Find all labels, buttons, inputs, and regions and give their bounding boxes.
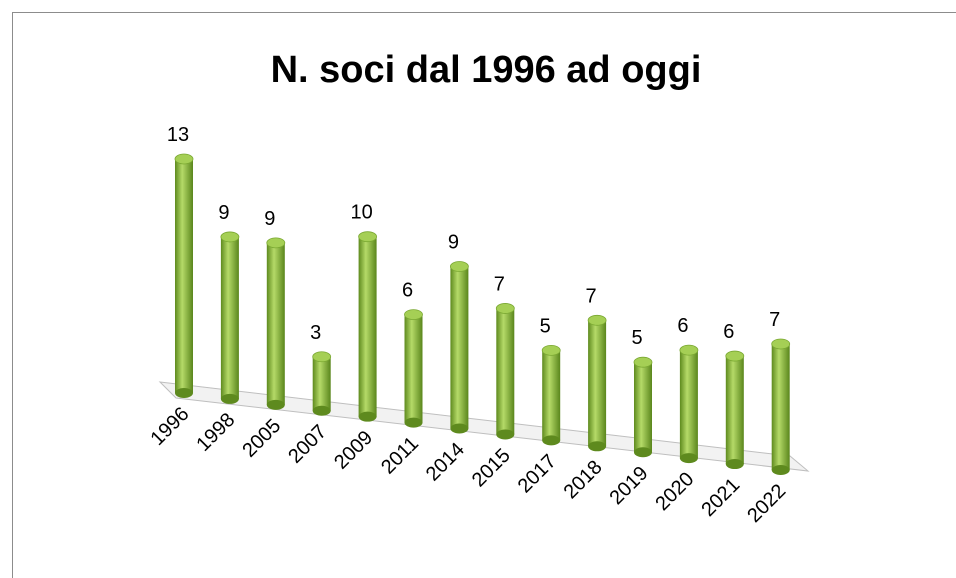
chart-title: N. soci dal 1996 ad oggi: [271, 49, 702, 91]
value-label: 5: [631, 327, 642, 349]
cylinder-top: [174, 153, 194, 165]
cylinder-top: [449, 261, 469, 272]
bar: [358, 231, 378, 422]
cylinder-body: [725, 356, 744, 465]
bar: [404, 309, 423, 428]
cylinder-top: [725, 350, 745, 362]
cylinder-top: [358, 231, 378, 243]
value-label: 6: [723, 321, 734, 343]
value-label: 9: [218, 202, 229, 224]
bar: [587, 314, 607, 452]
cylinder-body: [358, 236, 377, 417]
bar: [541, 344, 561, 446]
cylinder-top: [541, 344, 561, 356]
value-label: 5: [540, 315, 551, 337]
cylinder-body: [771, 343, 790, 470]
cylinder-top: [404, 309, 423, 321]
value-label: 9: [448, 232, 459, 254]
bar: [771, 338, 791, 475]
bar: [495, 303, 515, 440]
cylinder-top: [220, 231, 240, 243]
cylinder-body: [542, 350, 561, 441]
bar: [449, 261, 469, 434]
cylinder-base: [496, 429, 515, 440]
cylinder-body: [312, 356, 331, 411]
cylinder-top: [495, 303, 515, 314]
cylinder-top: [587, 314, 607, 326]
cylinder-body: [266, 242, 285, 405]
value-label: 3: [310, 322, 321, 344]
bar: [679, 344, 699, 464]
cylinder-top: [266, 237, 286, 249]
bar: [725, 350, 745, 470]
cylinder-base: [542, 435, 561, 446]
cylinder-base: [312, 405, 331, 416]
value-label: 6: [402, 280, 413, 302]
value-label: 7: [494, 273, 505, 295]
cylinder-base: [266, 399, 285, 410]
cylinder-top: [771, 338, 791, 350]
bar: [633, 356, 653, 458]
cylinder-base: [771, 464, 790, 475]
bar: [174, 153, 194, 398]
cylinder-base: [725, 459, 744, 470]
cylinder-base: [358, 411, 377, 422]
cylinder-base: [175, 388, 193, 398]
cylinder-body: [679, 350, 698, 459]
cylinder-base: [450, 423, 469, 434]
cylinder-base: [588, 441, 607, 452]
cylinder-base: [634, 447, 652, 458]
cylinder-base: [679, 453, 698, 464]
cylinder-top: [312, 351, 332, 363]
cylinder-top: [679, 344, 699, 356]
value-label: 6: [677, 315, 688, 337]
cylinder-body: [404, 314, 423, 423]
value-label: 10: [350, 202, 372, 224]
value-label: 13: [167, 124, 189, 146]
value-label: 7: [586, 285, 597, 307]
chart-frame: [12, 12, 956, 578]
cylinder-base: [404, 417, 423, 428]
bar: [266, 237, 286, 410]
bar: [220, 231, 240, 404]
cylinder-body: [496, 308, 515, 435]
cylinder-body: [220, 236, 239, 399]
value-label: 7: [769, 309, 780, 331]
cylinder-top: [633, 356, 653, 368]
cylinder-body: [450, 266, 469, 429]
cylinder-body: [634, 362, 652, 453]
cylinder-base: [220, 393, 239, 404]
cylinder-body: [175, 159, 193, 393]
cylinder-body: [588, 320, 607, 447]
bar: [312, 351, 332, 416]
value-label: 9: [264, 208, 275, 230]
